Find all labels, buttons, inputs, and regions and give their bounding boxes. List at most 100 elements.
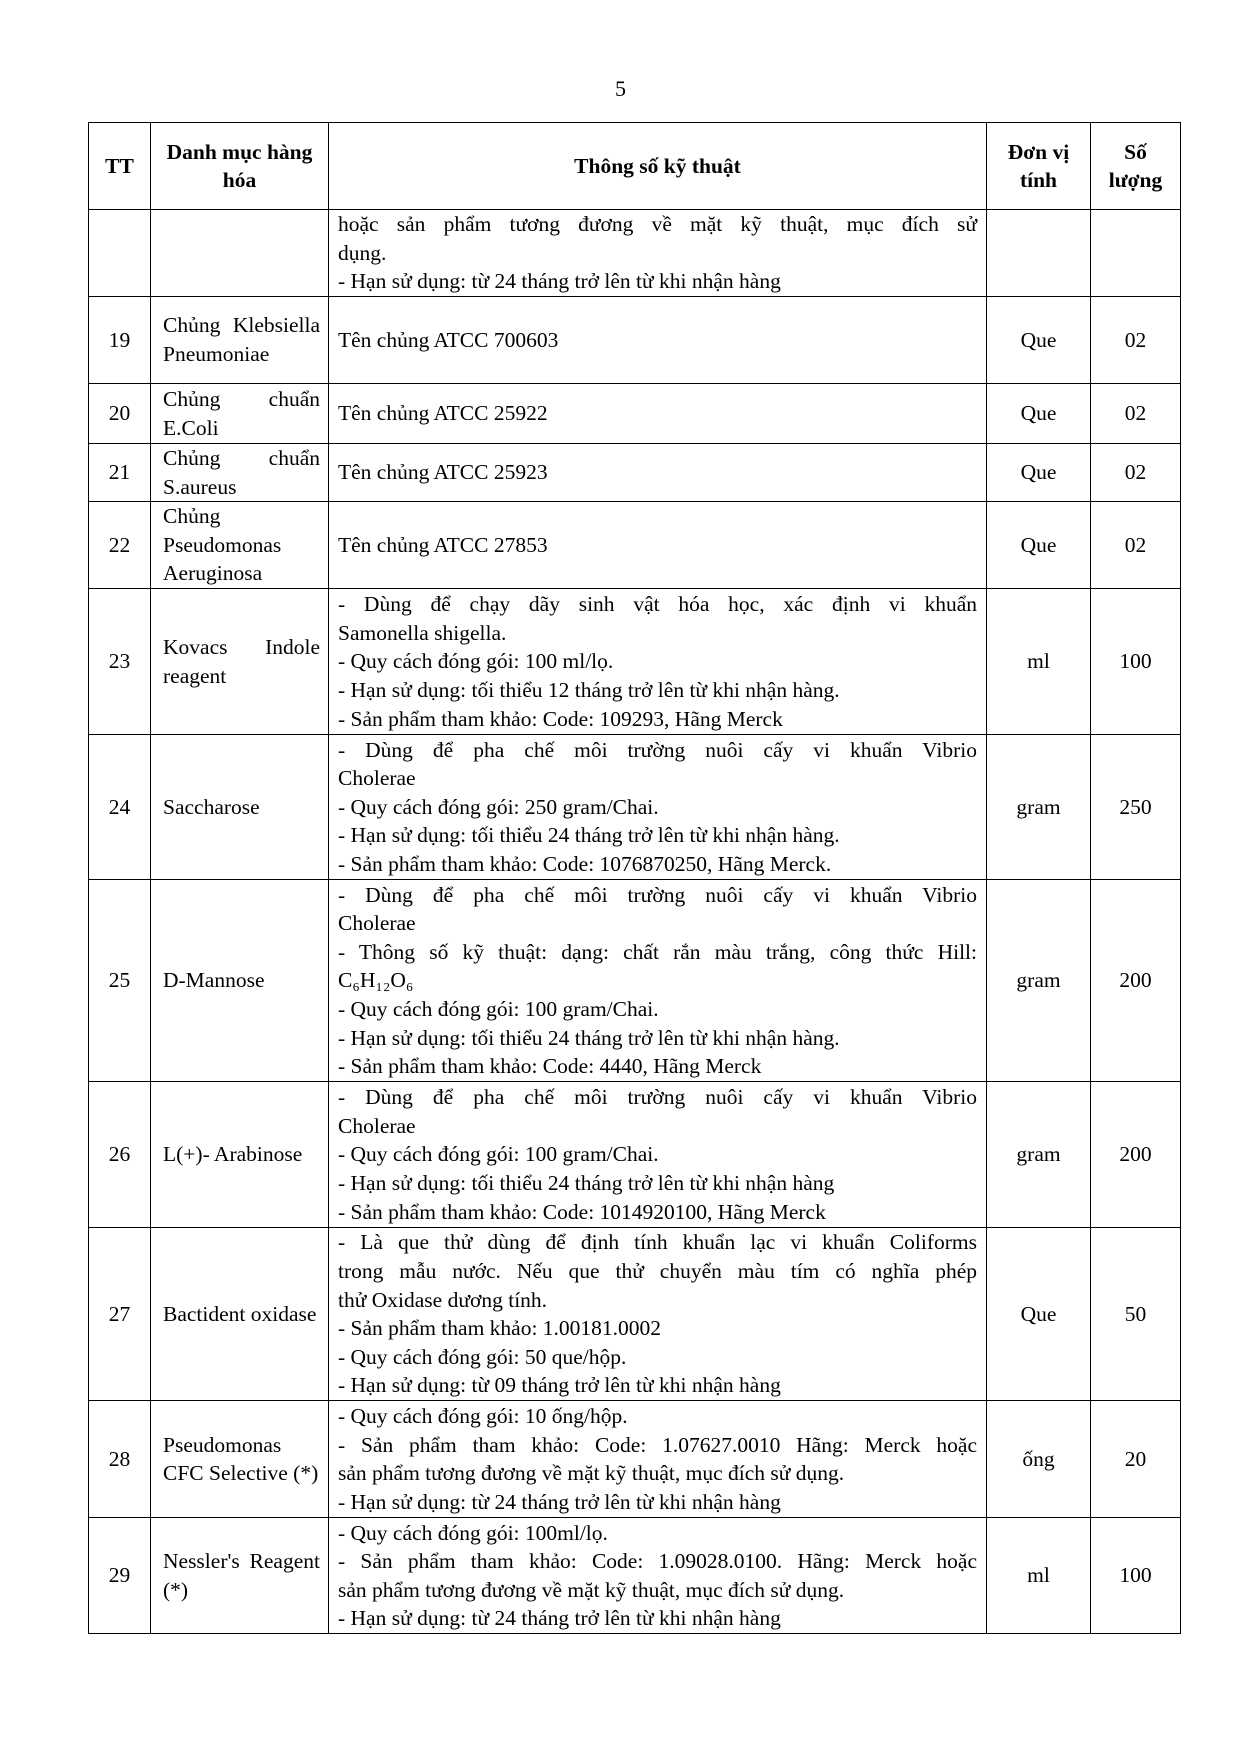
page-number: 5 bbox=[615, 76, 626, 101]
spec-line: - Hạn sử dụng: tối thiểu 24 tháng trở lê… bbox=[338, 1025, 840, 1050]
spec-line: - Sản phẩm tham khảo: Code: 109293, Hãng… bbox=[338, 706, 783, 731]
spec-line: - Sản phẩm tham khảo: 1.00181.0002 bbox=[338, 1316, 662, 1341]
item-unit: ml bbox=[986, 1517, 1091, 1635]
table-header: TT Danh mục hàng hóa Thông số kỹ thuật Đ… bbox=[88, 122, 1181, 210]
item-spec: - Dùng để pha chế môi trường nuôi cấy vi… bbox=[328, 879, 987, 1083]
spec-line: sản phẩm tương đương về mặt kỹ thuật, mụ… bbox=[338, 1461, 845, 1486]
item-spec: - Dùng để chạy dãy sinh vật hóa học, xác… bbox=[328, 588, 987, 736]
item-quantity: 02 bbox=[1090, 501, 1181, 590]
spec-line: - Quy cách đóng gói: 100 gram/Chai. bbox=[338, 1142, 659, 1167]
item-spec: - Quy cách đóng gói: 100ml/lọ. - Sản phẩm… bbox=[328, 1517, 987, 1635]
item-unit: Que bbox=[986, 501, 1091, 590]
item-quantity: 200 bbox=[1090, 1081, 1181, 1229]
item-name bbox=[150, 209, 329, 297]
item-spec: Tên chủng ATCC 25922 bbox=[328, 383, 987, 444]
row-number: 27 bbox=[88, 1227, 151, 1402]
spec-line: Tên chủng ATCC 25922 bbox=[338, 401, 548, 426]
row-number: 28 bbox=[88, 1400, 151, 1519]
item-unit: Que bbox=[986, 383, 1091, 444]
item-quantity: 02 bbox=[1090, 442, 1181, 503]
item-name: Saccharose bbox=[150, 734, 329, 881]
spec-line: C₆H₁₂O₆ bbox=[338, 968, 414, 993]
spec-line: sản phẩm tương đương về mặt kỹ thuật, mụ… bbox=[338, 1577, 845, 1602]
row-number: 29 bbox=[88, 1517, 151, 1635]
item-unit: ml bbox=[986, 588, 1091, 736]
row-number: 20 bbox=[88, 383, 151, 444]
spec-line: - Sản phẩm tham khảo: Code: 1.07627.0010… bbox=[338, 1432, 977, 1457]
table-row: 27 Bactident oxidase - Là que thử dùng để … bbox=[88, 1227, 1181, 1402]
item-quantity: 200 bbox=[1090, 879, 1181, 1083]
spec-line: - Quy cách đóng gói: 100ml/lọ. bbox=[338, 1520, 608, 1545]
item-name: Chủng chuẩn S.aureus bbox=[150, 442, 329, 503]
spec-line: Samonella shigella. bbox=[338, 620, 507, 645]
spec-line: - Dùng để chạy dãy sinh vật hóa học, xác… bbox=[338, 592, 977, 617]
table-row: 29 Nessler's Reagent (*) - Quy cách đóng g… bbox=[88, 1517, 1181, 1635]
table-row: 20 Chủng chuẩn E.Coli Tên chủng ATCC 25922… bbox=[88, 383, 1181, 444]
item-unit: ống bbox=[986, 1400, 1091, 1519]
spec-line: - Dùng để pha chế môi trường nuôi cấy vi… bbox=[338, 1085, 977, 1110]
spec-line: - Sản phẩm tham khảo: Code: 1076870250, … bbox=[338, 852, 832, 877]
item-quantity bbox=[1090, 209, 1181, 297]
item-spec: hoặc sản phẩm tương đương về mặt kỹ thuậ… bbox=[328, 209, 987, 297]
item-quantity: 250 bbox=[1090, 734, 1181, 881]
spec-line: - Sản phẩm tham khảo: Code: 1014920100, … bbox=[338, 1199, 826, 1224]
spec-line: - Sản phẩm tham khảo: Code: 1.09028.0100… bbox=[338, 1549, 977, 1574]
spec-line: Tên chủng ATCC 700603 bbox=[338, 327, 559, 352]
item-unit bbox=[986, 209, 1091, 297]
row-number: 26 bbox=[88, 1081, 151, 1229]
spec-line: dụng. bbox=[338, 240, 387, 265]
header-name: Danh mục hàng hóa bbox=[150, 122, 329, 210]
table-row: hoặc sản phẩm tương đương về mặt kỹ thuậ… bbox=[88, 209, 1181, 297]
spec-line: - Hạn sử dụng: từ 24 tháng trở lên từ kh… bbox=[338, 1606, 781, 1631]
header-unit: Đơn vị tính bbox=[986, 122, 1091, 210]
item-quantity: 100 bbox=[1090, 588, 1181, 736]
spec-line: - Hạn sử dụng: từ 24 tháng trở lên từ kh… bbox=[338, 1489, 781, 1514]
item-spec: - Quy cách đóng gói: 10 ống/hộp. - Sản ph… bbox=[328, 1400, 987, 1519]
table-row: 19 Chủng Klebsiella Pneumoniae Tên chủng A… bbox=[88, 296, 1181, 384]
item-name: L(+)- Arabinose bbox=[150, 1081, 329, 1229]
spec-line: - Sản phẩm tham khảo: Code: 4440, Hãng M… bbox=[338, 1054, 762, 1079]
spec-line: - Dùng để pha chế môi trường nuôi cấy vi… bbox=[338, 882, 977, 907]
item-spec: Tên chủng ATCC 700603 bbox=[328, 296, 987, 384]
table-row: 22 Chủng Pseudomonas Aeruginosa Tên chủng … bbox=[88, 501, 1181, 590]
header-qty: Số lượng bbox=[1090, 122, 1181, 210]
spec-line: thử Oxidase dương tính. bbox=[338, 1287, 548, 1312]
item-quantity: 02 bbox=[1090, 383, 1181, 444]
table-row: 21 Chủng chuẩn S.aureus Tên chủng ATCC 259… bbox=[88, 442, 1181, 503]
row-number: 24 bbox=[88, 734, 151, 881]
item-spec: - Là que thử dùng để định tính khuẩn lạc… bbox=[328, 1227, 987, 1402]
spec-line: Tên chủng ATCC 27853 bbox=[338, 532, 548, 557]
table-row: 28 Pseudomonas CFC Selective (*) - Quy các… bbox=[88, 1400, 1181, 1519]
item-spec: Tên chủng ATCC 25923 bbox=[328, 442, 987, 503]
header-spec: Thông số kỹ thuật bbox=[328, 122, 987, 210]
spec-line: - Quy cách đóng gói: 50 que/hộp. bbox=[338, 1344, 627, 1369]
spec-line: hoặc sản phẩm tương đương về mặt kỹ thuậ… bbox=[338, 212, 977, 237]
row-number: 19 bbox=[88, 296, 151, 384]
item-unit: Que bbox=[986, 296, 1091, 384]
spec-line: - Hạn sử dụng: từ 09 tháng trở lên từ kh… bbox=[338, 1373, 781, 1398]
item-quantity: 02 bbox=[1090, 296, 1181, 384]
item-quantity: 100 bbox=[1090, 1517, 1181, 1635]
spec-line: - Quy cách đóng gói: 250 gram/Chai. bbox=[338, 794, 659, 819]
item-spec: - Dùng để pha chế môi trường nuôi cấy vi… bbox=[328, 1081, 987, 1229]
spec-line: - Quy cách đóng gói: 100 ml/lọ. bbox=[338, 649, 614, 674]
item-name: Bactident oxidase bbox=[150, 1227, 329, 1402]
item-name: Nessler's Reagent (*) bbox=[150, 1517, 329, 1635]
row-number: 22 bbox=[88, 501, 151, 590]
spec-line: trong mẫu nước. Nếu que thử chuyển màu t… bbox=[338, 1259, 977, 1283]
table-row: 23 Kovacs Indole reagent - Dùng để chạy dã… bbox=[88, 588, 1181, 736]
row-number: 25 bbox=[88, 879, 151, 1083]
item-unit: Que bbox=[986, 442, 1091, 503]
item-spec: - Dùng để pha chế môi trường nuôi cấy vi… bbox=[328, 734, 987, 881]
spec-line: - Là que thử dùng để định tính khuẩn lạc… bbox=[338, 1230, 977, 1255]
spec-line: - Dùng để pha chế môi trường nuôi cấy vi… bbox=[338, 737, 977, 762]
item-quantity: 50 bbox=[1090, 1227, 1181, 1402]
spec-line: Tên chủng ATCC 25923 bbox=[338, 460, 548, 485]
item-name: D-Mannose bbox=[150, 879, 329, 1083]
spec-line: - Hạn sử dụng: tối thiểu 24 tháng trở lê… bbox=[338, 823, 840, 848]
spec-line: - Hạn sử dụng: từ 24 tháng trở lên từ kh… bbox=[338, 269, 781, 294]
spec-line: - Hạn sử dụng: tối thiểu 12 tháng trở lê… bbox=[338, 677, 840, 702]
spec-line: Cholerae bbox=[338, 911, 416, 936]
item-unit: gram bbox=[986, 1081, 1091, 1229]
item-spec: Tên chủng ATCC 27853 bbox=[328, 501, 987, 590]
